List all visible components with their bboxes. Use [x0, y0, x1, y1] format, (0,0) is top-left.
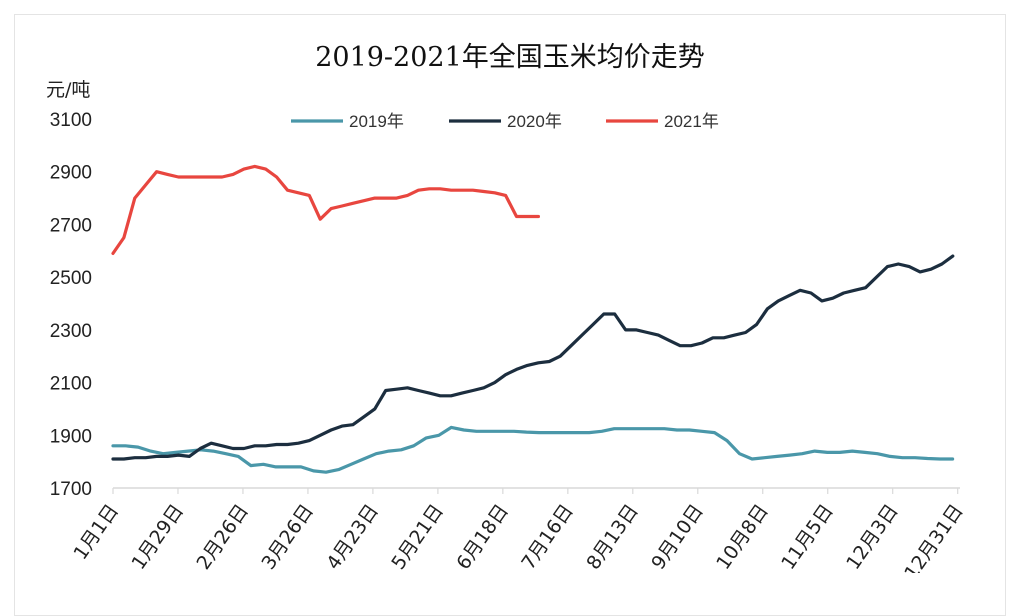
- chart-title: 2019-2021年全国玉米均价走势: [315, 42, 705, 73]
- legend-label: 2021年: [664, 112, 719, 131]
- x-tick-label: 1月29日: [127, 500, 188, 573]
- x-tick-label: 10月8日: [712, 500, 773, 573]
- y-axis-ticks: 1700 1900 2100 2300 2500 2700 2900 3100: [50, 110, 92, 500]
- series-line-2021年: [111, 164, 541, 255]
- y-tick-label: 3100: [50, 110, 92, 131]
- x-tick-label: 3月26日: [257, 500, 318, 573]
- x-tick-label: 12月31日: [900, 500, 968, 573]
- x-tick-label: 2月26日: [192, 500, 253, 573]
- x-tick-label: 9月10日: [647, 500, 708, 573]
- x-tick-label: 4月23日: [322, 500, 383, 573]
- series-line-2020年: [111, 254, 955, 461]
- x-tick-label: 12月3日: [842, 500, 903, 573]
- y-axis-unit-label: 元/吨: [46, 79, 90, 101]
- x-tick-label: 7月16日: [517, 500, 578, 573]
- x-tick-label: 8月13日: [582, 500, 643, 573]
- x-axis-ticks: 1月1日 1月29日 2月26日 3月26日 4月23日 5月21日 6月18日 7月16日 8…: [69, 488, 968, 573]
- y-tick-label: 2100: [50, 374, 92, 395]
- x-tick-label: 1月1日: [69, 500, 123, 564]
- x-tick-label: 11月5日: [777, 500, 838, 573]
- y-tick-label: 2700: [50, 215, 92, 236]
- y-tick-label: 1700: [50, 479, 92, 500]
- legend: 2019年 2020年 2021年: [291, 112, 719, 131]
- legend-label: 2020年: [507, 112, 562, 131]
- series-lines: [111, 164, 955, 474]
- legend-label: 2019年: [349, 112, 404, 131]
- chart-frame: [14, 14, 1006, 616]
- chart-canvas: 2019-2021年全国玉米均价走势 元/吨 2019年 2020年 2021年 1…: [14, 14, 1006, 616]
- line-chart: 2019-2021年全国玉米均价走势 元/吨 2019年 2020年 2021年 1…: [46, 42, 968, 573]
- y-tick-label: 2300: [50, 321, 92, 342]
- y-tick-label: 1900: [50, 426, 92, 447]
- y-tick-label: 2900: [50, 163, 92, 184]
- series-line-2019年: [111, 425, 955, 474]
- x-tick-label: 6月18日: [452, 500, 513, 573]
- x-tick-label: 5月21日: [387, 500, 448, 573]
- y-tick-label: 2500: [50, 268, 92, 289]
